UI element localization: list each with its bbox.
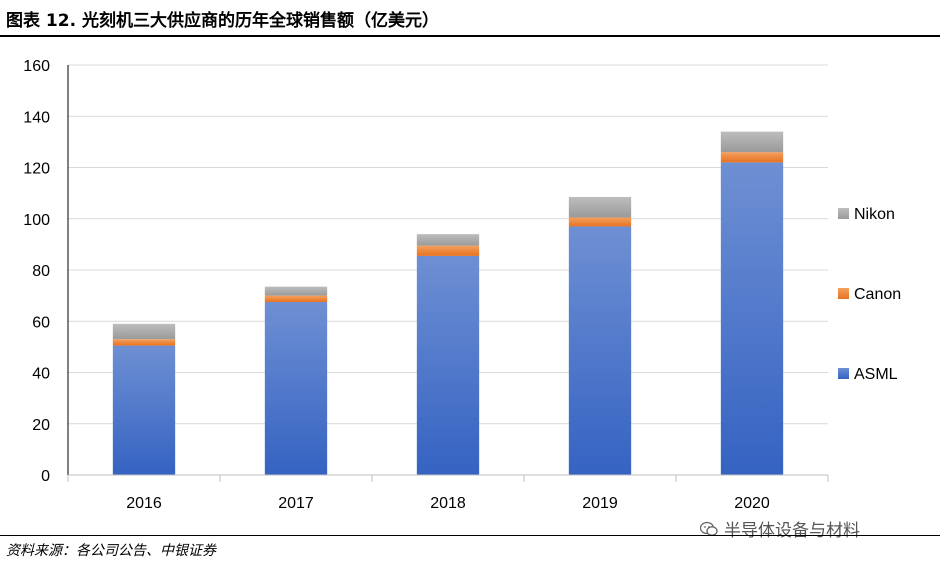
chart-title: 图表 12. 光刻机三大供应商的历年全球销售额（亿美元） <box>6 11 439 31</box>
bar-canon-2019 <box>568 217 632 227</box>
bar-canon-2016 <box>112 339 176 346</box>
legend-label-canon: Canon <box>854 286 901 303</box>
bar-asml-2016 <box>112 345 176 475</box>
bar-asml-2020 <box>720 162 784 475</box>
y-tick-label: 0 <box>41 468 50 485</box>
footer-divider <box>0 535 940 536</box>
legend-swatch-nikon <box>838 208 849 219</box>
bars <box>112 131 784 475</box>
bar-nikon-2018 <box>416 234 480 246</box>
legend-label-asml: ASML <box>854 366 898 383</box>
bar-nikon-2020 <box>720 131 784 153</box>
y-tick-label: 100 <box>23 212 50 229</box>
legend-label-nikon: Nikon <box>854 206 895 223</box>
bar-asml-2019 <box>568 226 632 475</box>
watermark: 半导体设备与材料 <box>700 516 860 541</box>
wechat-icon <box>700 521 718 536</box>
watermark-text: 半导体设备与材料 <box>724 521 860 541</box>
x-tick-label: 2019 <box>582 495 618 512</box>
y-tick-label: 40 <box>32 366 50 383</box>
y-tick-label: 140 <box>23 109 50 126</box>
bar-canon-2020 <box>720 152 784 163</box>
y-tick-label: 120 <box>23 161 50 178</box>
bar-canon-2018 <box>416 245 480 256</box>
bar-asml-2017 <box>264 302 328 475</box>
stacked-bar-chart: 0 20 40 60 80 100 120 140 160 2016 2017 2018 2019 202… <box>23 58 901 512</box>
bar-nikon-2019 <box>568 196 632 218</box>
x-tick-label: 2018 <box>430 495 466 512</box>
axes: 0 20 40 60 80 100 120 140 160 2016 2017 2018 2019 202… <box>23 58 829 512</box>
legend-swatch-asml <box>838 368 849 379</box>
y-tick-label: 160 <box>23 58 50 75</box>
bar-canon-2017 <box>264 295 328 303</box>
bar-nikon-2016 <box>112 323 176 340</box>
bar-asml-2018 <box>416 255 480 475</box>
legend-swatch-canon <box>838 288 849 299</box>
source-note: 资料来源：各公司公告、中银证券 <box>6 543 216 559</box>
x-tick-label: 2016 <box>126 495 162 512</box>
x-tick-label: 2020 <box>734 495 770 512</box>
y-tick-label: 80 <box>32 263 50 280</box>
title-divider <box>0 35 940 37</box>
x-tick-label: 2017 <box>278 495 314 512</box>
y-tick-label: 60 <box>32 314 50 331</box>
y-tick-label: 20 <box>32 417 50 434</box>
bar-nikon-2017 <box>264 286 328 296</box>
legend: Nikon Canon ASML <box>838 206 901 383</box>
